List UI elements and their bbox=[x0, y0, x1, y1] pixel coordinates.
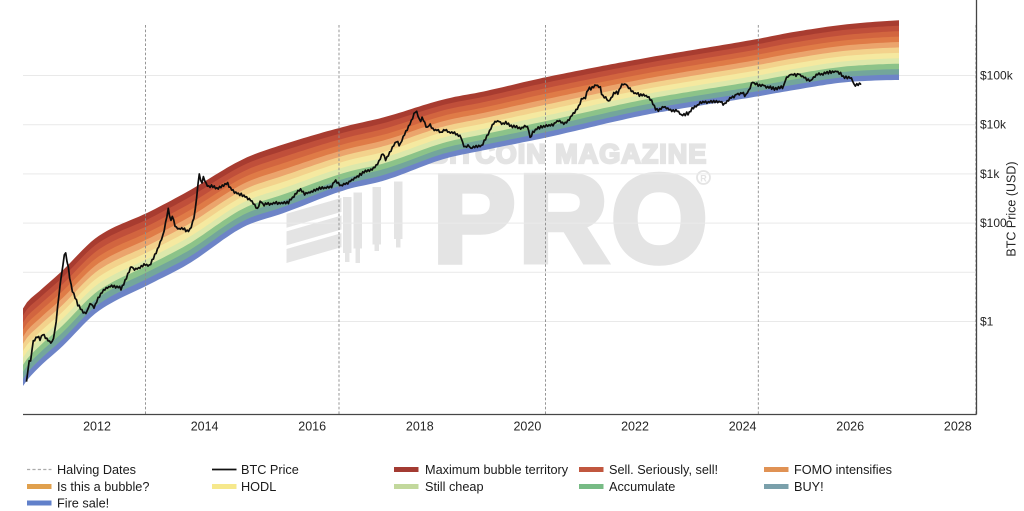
svg-text:BTC Price: BTC Price bbox=[241, 463, 299, 477]
svg-text:Maximum bubble territory: Maximum bubble territory bbox=[425, 463, 569, 477]
svg-text:$1: $1 bbox=[980, 315, 994, 329]
svg-text:HODL: HODL bbox=[241, 480, 276, 494]
svg-text:2024: 2024 bbox=[729, 420, 757, 434]
svg-text:R: R bbox=[700, 174, 707, 184]
svg-text:2028: 2028 bbox=[944, 420, 972, 434]
svg-text:PRO: PRO bbox=[433, 151, 711, 288]
svg-text:$1k: $1k bbox=[980, 167, 1000, 181]
svg-text:$100k: $100k bbox=[980, 69, 1014, 83]
svg-text:FOMO intensifies: FOMO intensifies bbox=[794, 463, 892, 477]
svg-text:2018: 2018 bbox=[406, 420, 434, 434]
svg-text:Still cheap: Still cheap bbox=[425, 480, 484, 494]
svg-text:Accumulate: Accumulate bbox=[609, 480, 675, 494]
svg-text:2012: 2012 bbox=[83, 420, 111, 434]
svg-text:Fire sale!: Fire sale! bbox=[57, 496, 109, 510]
svg-text:2014: 2014 bbox=[191, 420, 219, 434]
svg-text:2022: 2022 bbox=[621, 420, 649, 434]
svg-text:Sell. Seriously, sell!: Sell. Seriously, sell! bbox=[609, 463, 718, 477]
svg-text:2020: 2020 bbox=[513, 420, 541, 434]
svg-text:Halving Dates: Halving Dates bbox=[57, 463, 136, 477]
svg-text:2016: 2016 bbox=[298, 420, 326, 434]
svg-text:$10k: $10k bbox=[980, 118, 1007, 132]
svg-text:BTC Price (USD): BTC Price (USD) bbox=[1005, 161, 1019, 256]
svg-text:2026: 2026 bbox=[836, 420, 864, 434]
svg-text:$100: $100 bbox=[980, 216, 1007, 230]
svg-text:Is this a bubble?: Is this a bubble? bbox=[57, 480, 149, 494]
svg-text:BUY!: BUY! bbox=[794, 480, 824, 494]
